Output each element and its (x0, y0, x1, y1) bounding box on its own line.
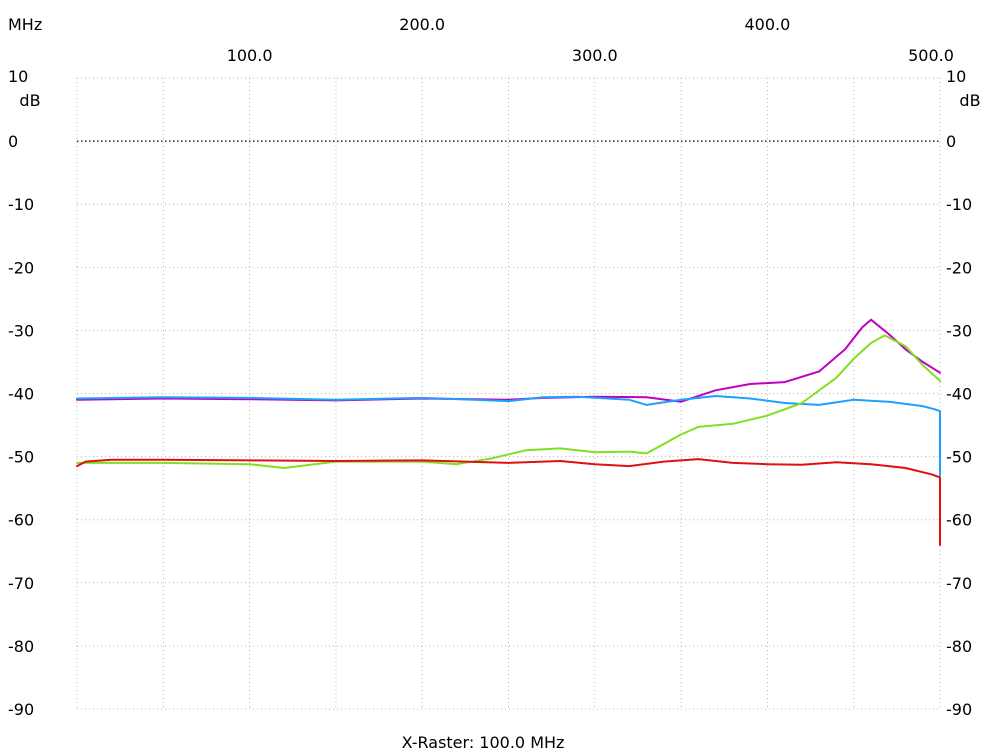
y-tick-label-left: 10 (8, 67, 28, 86)
y-unit-label-right: dB (959, 91, 980, 110)
y-tick-label-right: 10 (946, 67, 966, 86)
y-tick-label-right: 0 (946, 132, 956, 151)
y-tick-label-left: -10 (8, 195, 34, 214)
y-tick-label-left: -50 (8, 448, 34, 467)
x-tick-label: 100.0 (227, 46, 273, 65)
traces (76, 318, 941, 546)
y-tick-label-left: -40 (8, 385, 34, 404)
y-tick-label-left: -70 (8, 574, 34, 593)
y-tick-label-left: -30 (8, 321, 34, 340)
y-tick-label-right: -10 (946, 195, 972, 214)
x-raster-footer: X-Raster: 100.0 MHz (402, 733, 565, 752)
x-tick-label: 300.0 (572, 46, 618, 65)
y-tick-label-right: -60 (946, 511, 972, 530)
y-unit-label-left: dB (19, 91, 40, 110)
y-tick-label-left: -20 (8, 258, 34, 277)
x-tick-label: 200.0 (399, 15, 445, 34)
x-tick-label: 400.0 (744, 15, 790, 34)
y-tick-label-right: -80 (946, 637, 972, 656)
trace-2 (76, 395, 941, 477)
x-unit-label: MHz (8, 15, 42, 34)
x-tick-label: 500.0 (908, 46, 954, 65)
y-tick-label-right: -30 (946, 321, 972, 340)
y-tick-label-right: -70 (946, 574, 972, 593)
trace-4 (76, 458, 941, 546)
y-tick-label-left: -80 (8, 637, 34, 656)
y-tick-label-left: -60 (8, 511, 34, 530)
y-tick-label-left: -90 (8, 700, 34, 719)
y-tick-label-right: -40 (946, 385, 972, 404)
y-tick-label-right: -90 (946, 700, 972, 719)
y-tick-label-left: 0 (8, 132, 18, 151)
y-tick-label-right: -50 (946, 448, 972, 467)
y-tick-label-right: -20 (946, 258, 972, 277)
axis-labels: MHz dB dB X-Raster: 100.0 MHz 10 10 0 0 -10 -… (8, 15, 981, 752)
